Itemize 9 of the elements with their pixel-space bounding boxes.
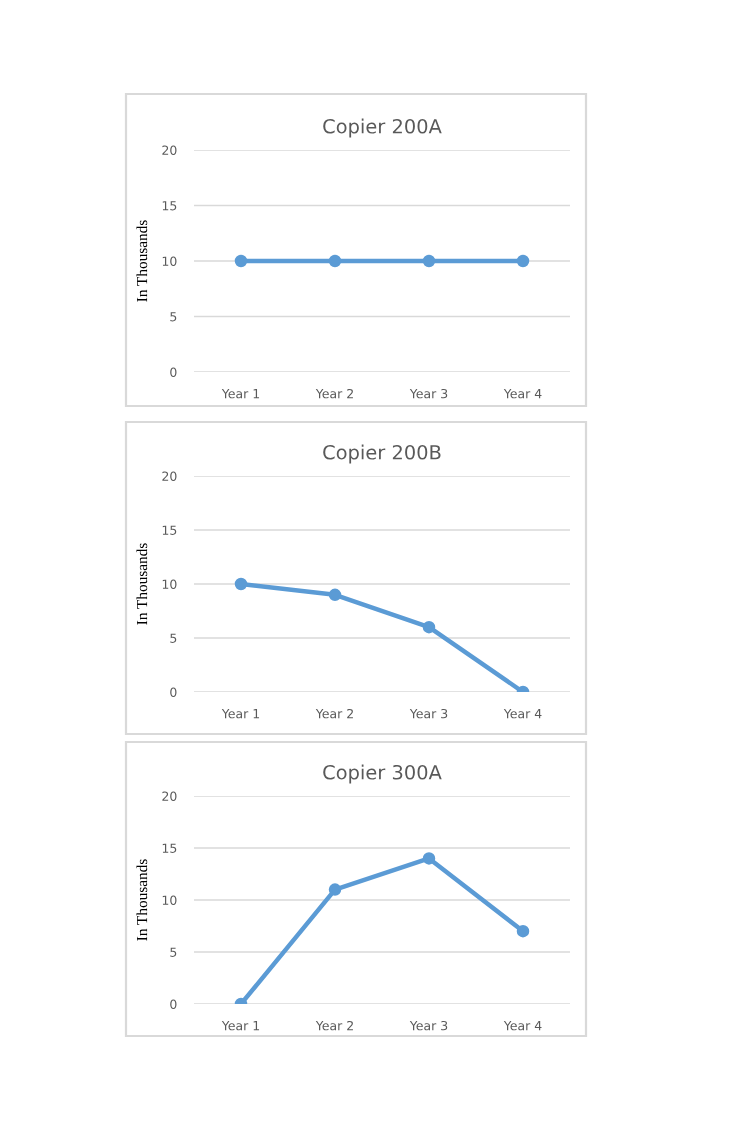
point bbox=[328, 883, 342, 896]
point bbox=[516, 924, 530, 938]
point bbox=[422, 620, 436, 634]
point bbox=[328, 588, 342, 602]
chart-title: Copier 200B bbox=[323, 444, 441, 464]
point bbox=[234, 577, 248, 591]
point bbox=[422, 852, 436, 865]
chart-title: Copier 200A bbox=[323, 118, 442, 138]
chart-title: Copier 300A bbox=[323, 764, 442, 784]
